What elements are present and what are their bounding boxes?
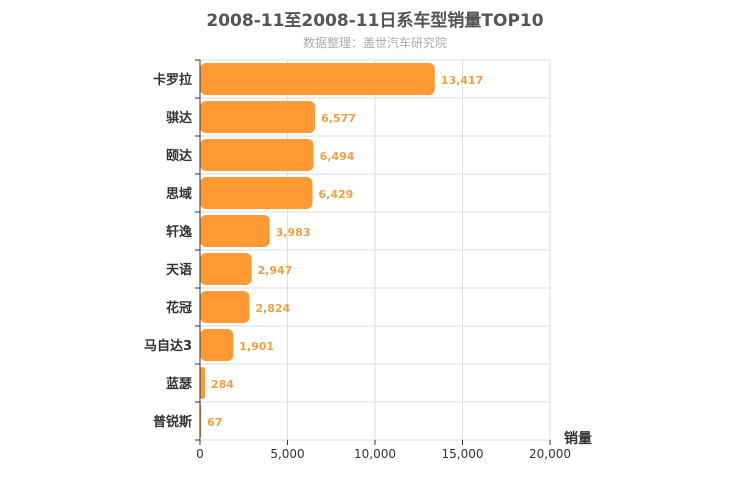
axes <box>195 59 551 445</box>
value-label: 13,417 <box>441 74 483 87</box>
category-label: 天语 <box>166 263 192 278</box>
x-tick-label: 15,000 <box>442 447 484 461</box>
value-label: 67 <box>207 416 222 429</box>
category-label: 卡罗拉 <box>153 72 192 88</box>
value-label: 2,824 <box>255 302 290 315</box>
value-label: 1,901 <box>239 340 274 353</box>
bar-8 <box>200 329 234 361</box>
value-label: 284 <box>211 378 234 391</box>
chart-subtitle: 数据整理：盖世汽车研究院 <box>302 36 447 50</box>
category-label: 蓝瑟 <box>166 376 192 392</box>
category-label: 颐达 <box>166 148 192 164</box>
bar-4 <box>200 177 313 209</box>
bar-9 <box>200 367 205 399</box>
bar-2 <box>200 101 316 133</box>
value-label: 2,947 <box>258 264 293 277</box>
gridlines <box>200 59 551 440</box>
category-label: 花冠 <box>166 300 192 316</box>
bar-1 <box>200 63 435 95</box>
value-label: 3,983 <box>276 226 311 239</box>
value-label: 6,577 <box>321 112 356 125</box>
x-tick-label: 0 <box>196 447 204 461</box>
bar-3 <box>200 139 314 171</box>
x-tick-label: 10,000 <box>354 447 396 461</box>
category-label: 普锐斯 <box>153 414 192 430</box>
labels: 卡罗拉 13,417 骐达 6,577 颐达 6,494 思域 6,429 轩逸 3,983 天语 2… <box>144 72 592 461</box>
value-label: 6,429 <box>319 188 354 201</box>
x-tick-label: 20,000 <box>529 447 571 461</box>
category-label: 骐达 <box>166 110 192 126</box>
category-label: 轩逸 <box>166 224 192 240</box>
chart-title: 2008-11至2008-11日系车型销量TOP10 <box>206 11 544 31</box>
category-label: 马自达3 <box>144 338 192 354</box>
category-label: 思域 <box>166 186 192 202</box>
bar-6 <box>200 253 252 285</box>
x-tick-label: 5,000 <box>270 447 304 461</box>
x-axis-title: 销量 <box>564 430 592 447</box>
bar-7 <box>200 291 250 323</box>
value-label: 6,494 <box>320 150 355 163</box>
bars <box>200 63 435 437</box>
bar-5 <box>200 215 270 247</box>
